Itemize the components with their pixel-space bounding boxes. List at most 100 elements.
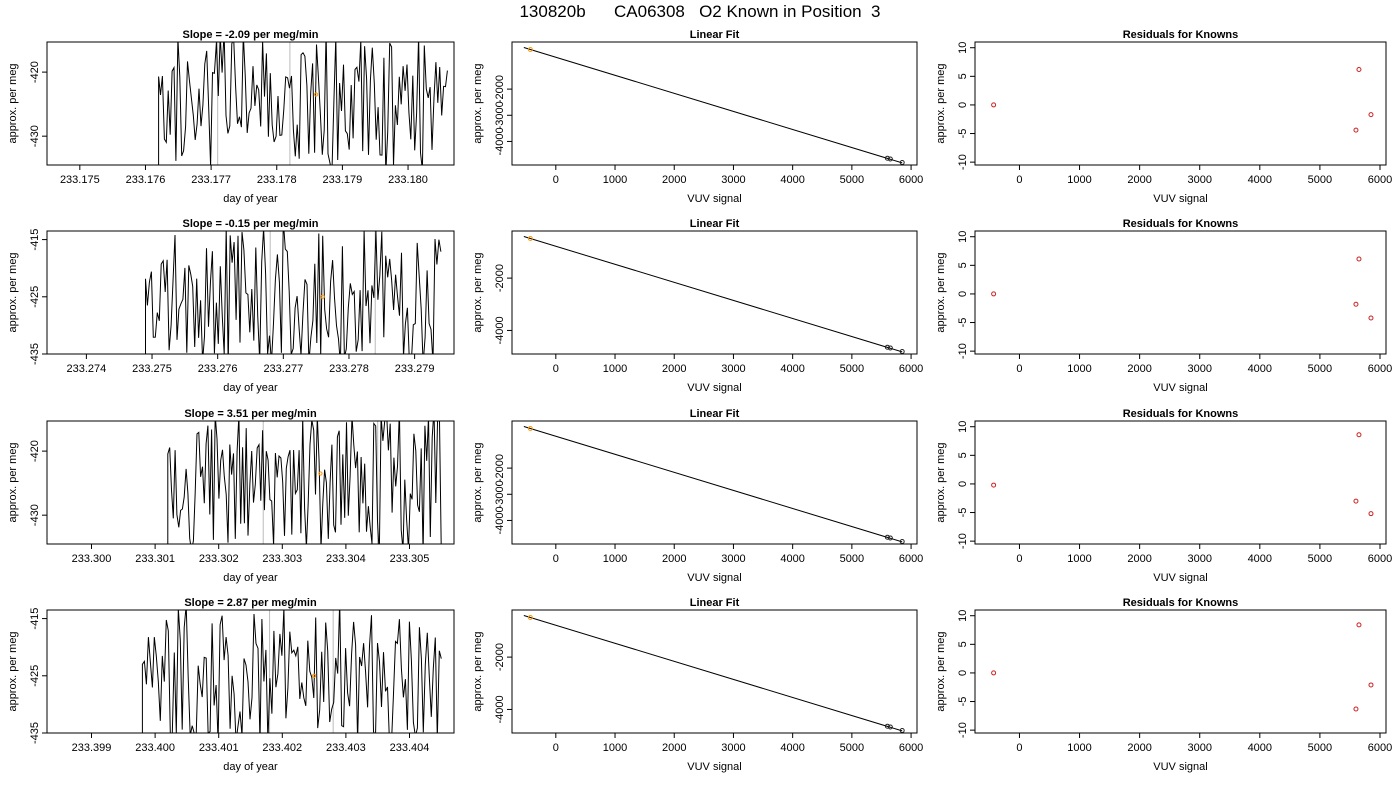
x-tick-label: 4000 bbox=[780, 553, 804, 565]
x-axis: 233.300 233.301 233.302 233.303 233.304 233.3… bbox=[72, 544, 429, 565]
x-tick-label: 2000 bbox=[662, 363, 686, 375]
fit-point bbox=[527, 425, 533, 431]
residual-point bbox=[991, 482, 997, 488]
y-tick-label: 0 bbox=[957, 291, 969, 297]
plot-area bbox=[145, 231, 442, 354]
plot-frame bbox=[974, 230, 1387, 355]
x-tick-label: 233.404 bbox=[390, 742, 430, 754]
fit-point bbox=[884, 344, 890, 350]
plot-area bbox=[991, 432, 1374, 517]
x-tick-label: 233.402 bbox=[262, 742, 302, 754]
y-axis-label: approx. per meg bbox=[7, 442, 19, 522]
fit-line bbox=[523, 426, 903, 543]
x-tick-label: 3000 bbox=[721, 174, 745, 186]
fit-point bbox=[884, 155, 890, 161]
position-label: O2 Known in Position 3 bbox=[699, 2, 881, 21]
y-axis-label: approx. per meg bbox=[935, 63, 947, 143]
x-tick-label: 233.175 bbox=[60, 174, 100, 186]
y-tick-label: -10 bbox=[957, 154, 969, 170]
y-axis: 10 5 0 -5 -10 bbox=[957, 421, 975, 549]
y-tick-label: -425 bbox=[29, 665, 41, 687]
x-tick-label: 233.302 bbox=[199, 553, 239, 565]
x-tick-label: 4000 bbox=[1248, 553, 1272, 565]
x-tick-label: 1000 bbox=[603, 742, 627, 754]
x-tick-label: 233.277 bbox=[263, 363, 303, 375]
y-axis-label: approx. per meg bbox=[472, 631, 484, 711]
y-tick-label: -10 bbox=[957, 343, 969, 359]
y-tick-label: -435 bbox=[29, 343, 41, 365]
fit-line bbox=[523, 236, 903, 353]
x-tick-label: 1000 bbox=[1067, 363, 1091, 375]
x-tick-label: 0 bbox=[553, 742, 559, 754]
x-axis: 0 1000 2000 3000 4000 5000 6000 bbox=[1016, 354, 1392, 375]
y-tick-label: -415 bbox=[29, 608, 41, 630]
y-axis: -420 -430 bbox=[29, 440, 47, 526]
x-tick-label: 233.180 bbox=[388, 174, 428, 186]
y-tick-label: -4000 bbox=[494, 127, 506, 155]
x-tick-label: 233.399 bbox=[72, 742, 112, 754]
y-axis: 10 5 0 -5 -10 bbox=[957, 42, 975, 170]
y-tick-label: -4000 bbox=[494, 695, 506, 723]
x-tick-label: 3000 bbox=[1187, 553, 1211, 565]
x-tick-label: 6000 bbox=[1368, 363, 1392, 375]
residual-point bbox=[1353, 706, 1359, 712]
residual-point bbox=[1356, 432, 1362, 438]
y-tick-label: -10 bbox=[957, 722, 969, 738]
x-tick-label: 5000 bbox=[840, 553, 864, 565]
residual-point bbox=[1368, 682, 1374, 688]
fit-point bbox=[527, 235, 533, 241]
y-tick-label: -2000 bbox=[494, 264, 506, 292]
plot-frame bbox=[511, 230, 918, 355]
fit-point bbox=[527, 46, 533, 52]
known-point bbox=[314, 92, 319, 97]
panel-title: Residuals for Knowns bbox=[1123, 218, 1239, 230]
y-tick-label: 10 bbox=[957, 421, 969, 433]
y-tick-label: -2000 bbox=[494, 75, 506, 103]
plot-frame bbox=[511, 420, 918, 545]
y-tick-label: -430 bbox=[29, 125, 41, 147]
x-tick-label: 4000 bbox=[780, 174, 804, 186]
x-axis: 0 1000 2000 3000 4000 5000 6000 bbox=[1016, 165, 1392, 186]
plot-area bbox=[991, 256, 1374, 321]
fit-point bbox=[887, 535, 893, 541]
x-tick-label: 233.303 bbox=[262, 553, 302, 565]
panel-title: Slope = -2.09 per meg/min bbox=[182, 29, 318, 41]
x-tick-label: 3000 bbox=[721, 742, 745, 754]
y-axis: -415 -425 -435 bbox=[29, 608, 47, 744]
y-tick-label: -2000 bbox=[494, 643, 506, 671]
y-tick-label: 5 bbox=[957, 262, 969, 268]
x-tick-label: 233.274 bbox=[67, 363, 107, 375]
x-tick-label: 0 bbox=[1016, 742, 1022, 754]
x-tick-label: 233.178 bbox=[257, 174, 297, 186]
panel-title: Residuals for Knowns bbox=[1123, 29, 1239, 41]
x-tick-label: 5000 bbox=[1308, 174, 1332, 186]
x-axis-label: day of year bbox=[223, 382, 278, 394]
x-tick-label: 0 bbox=[553, 363, 559, 375]
panel-title: Linear Fit bbox=[690, 29, 740, 41]
x-tick-label: 1000 bbox=[603, 363, 627, 375]
cylinder-id: CA06308 bbox=[614, 2, 685, 21]
x-tick-label: 5000 bbox=[1308, 363, 1332, 375]
x-tick-label: 1000 bbox=[1067, 742, 1091, 754]
x-axis-label: VUV signal bbox=[687, 193, 741, 205]
residual-point bbox=[1353, 127, 1359, 133]
x-axis: 233.274 233.275 233.276 233.277 233.278 233.2… bbox=[67, 354, 434, 375]
x-tick-label: 6000 bbox=[1368, 553, 1392, 565]
y-tick-label: -420 bbox=[29, 61, 41, 83]
plot-area bbox=[523, 46, 905, 165]
x-tick-label: 0 bbox=[1016, 553, 1022, 565]
plot-frame bbox=[974, 420, 1387, 545]
x-tick-label: 4000 bbox=[780, 742, 804, 754]
x-tick-label: 6000 bbox=[1368, 742, 1392, 754]
panel-title: Slope = 2.87 per meg/min bbox=[184, 597, 317, 609]
x-axis-label: day of year bbox=[223, 193, 278, 205]
x-tick-label: 6000 bbox=[1368, 174, 1392, 186]
x-axis: 0 1000 2000 3000 4000 5000 6000 bbox=[553, 165, 923, 186]
y-tick-label: -5 bbox=[957, 508, 969, 518]
x-tick-label: 6000 bbox=[899, 553, 923, 565]
x-axis: 0 1000 2000 3000 4000 5000 6000 bbox=[1016, 733, 1392, 754]
x-tick-label: 233.276 bbox=[198, 363, 238, 375]
